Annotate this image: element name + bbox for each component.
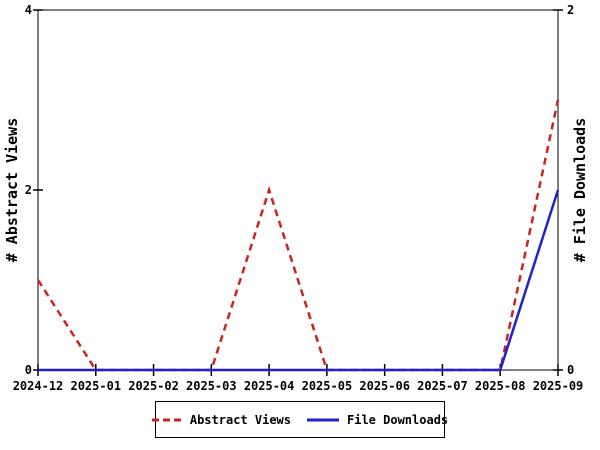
y-left-tick-label: 4 bbox=[25, 3, 32, 17]
series-line-abstract-views bbox=[36, 99, 560, 372]
y-left-axis-title: # Abstract Views bbox=[3, 118, 21, 263]
x-tick-label: 2025-08 bbox=[475, 379, 526, 393]
plot-border bbox=[37, 9, 559, 371]
legend-label-file-downloads: File Downloads bbox=[347, 412, 449, 427]
x-tick-label: 2025-04 bbox=[244, 379, 295, 393]
legend-item-abstract-views: Abstract Views bbox=[151, 412, 291, 427]
legend: Abstract Views File Downloads bbox=[151, 401, 448, 438]
y-left-tick-label: 2 bbox=[25, 183, 32, 197]
x-tick-label: 2025-01 bbox=[70, 379, 121, 393]
x-tick-label: 2025-06 bbox=[359, 379, 410, 393]
file-downloads-line-swatch bbox=[307, 418, 339, 421]
series-line-file-downloads bbox=[38, 189, 560, 372]
x-tick-label: 2024-12 bbox=[13, 379, 64, 393]
y-right-axis-title: # File Downloads bbox=[571, 118, 589, 263]
legend-label-abstract-views: Abstract Views bbox=[189, 412, 291, 427]
abstract-views-line-swatch bbox=[151, 418, 182, 421]
x-tick-label: 2025-07 bbox=[417, 379, 468, 393]
x-tick-label: 2025-05 bbox=[302, 379, 353, 393]
x-tick-label: 2025-09 bbox=[533, 379, 584, 393]
legend-item-file-downloads: File Downloads bbox=[307, 413, 448, 427]
x-tick-label: 2025-02 bbox=[128, 379, 179, 393]
y-right-tick-label: 0 bbox=[567, 363, 574, 377]
y-right-tick-label: 2 bbox=[567, 3, 574, 17]
y-left-tick-label: 0 bbox=[25, 363, 32, 377]
x-tick-label: 2025-03 bbox=[186, 379, 237, 393]
